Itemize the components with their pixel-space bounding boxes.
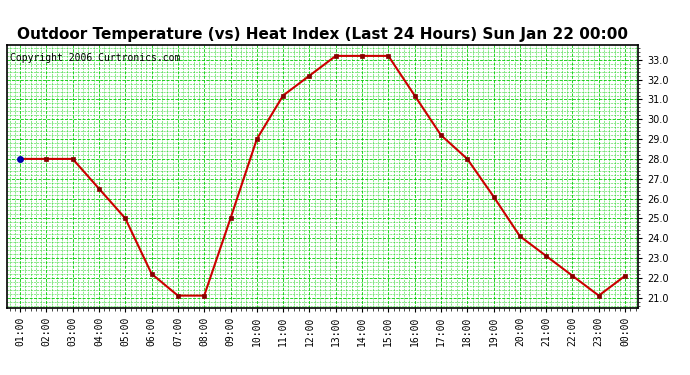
Text: Copyright 2006 Curtronics.com: Copyright 2006 Curtronics.com <box>10 53 180 63</box>
Title: Outdoor Temperature (vs) Heat Index (Last 24 Hours) Sun Jan 22 00:00: Outdoor Temperature (vs) Heat Index (Las… <box>17 27 628 42</box>
